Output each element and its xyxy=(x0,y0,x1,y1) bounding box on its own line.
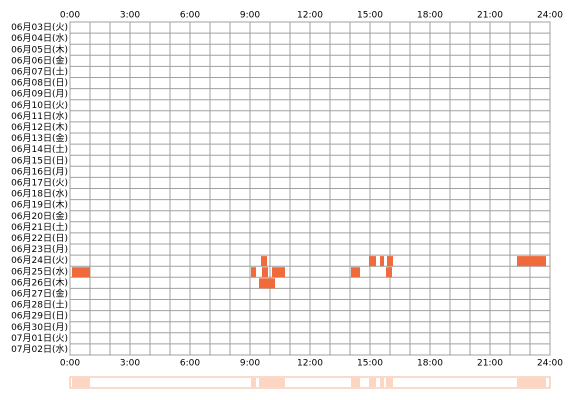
activity xyxy=(272,267,285,278)
activity xyxy=(262,267,268,278)
row-label: 06月21日(土) xyxy=(11,221,68,233)
x-tick-label: 6:00 xyxy=(180,359,200,369)
row-label: 06月18日(水) xyxy=(11,188,68,200)
row-label: 06月25日(水) xyxy=(11,265,68,277)
summary-activity xyxy=(386,378,392,387)
row-label: 06月06日(金) xyxy=(11,54,68,66)
x-tick-label: 12:00 xyxy=(297,11,323,21)
x-tick-label: 9:00 xyxy=(240,359,260,369)
x-tick-label: 15:00 xyxy=(357,359,383,369)
x-tick-label: 0:00 xyxy=(60,11,80,21)
row-label: 06月20日(金) xyxy=(11,210,68,222)
x-tick-label: 3:00 xyxy=(120,359,140,369)
x-tick-label: 15:00 xyxy=(357,11,383,21)
summary-strip xyxy=(69,376,551,389)
row-label: 06月26日(木) xyxy=(11,276,68,288)
x-tick-label: 18:00 xyxy=(417,11,443,21)
x-tick-label: 12:00 xyxy=(297,359,323,369)
summary-activity xyxy=(351,378,360,387)
activity xyxy=(72,267,90,278)
summary-activity xyxy=(380,378,384,387)
summary-activity xyxy=(251,378,256,387)
x-tick-label: 24:00 xyxy=(537,11,563,21)
row-label: 06月24日(火) xyxy=(11,255,68,266)
row-label: 06月15日(日) xyxy=(11,155,68,166)
x-tick-label: 21:00 xyxy=(477,11,503,21)
row-label: 06月17日(火) xyxy=(11,177,68,188)
activity xyxy=(259,278,275,289)
row-label: 06月12日(木) xyxy=(11,121,68,133)
row-label: 06月03日(火) xyxy=(11,22,68,33)
activity xyxy=(380,256,384,267)
x-tick-label: 3:00 xyxy=(120,11,140,21)
row-label: 06月04日(水) xyxy=(11,32,68,44)
row-label: 06月30日(月) xyxy=(11,322,68,333)
row-label: 06月14日(土) xyxy=(11,143,68,155)
x-tick-label: 18:00 xyxy=(417,359,443,369)
x-tick-label: 24:00 xyxy=(537,359,563,369)
activity xyxy=(386,267,392,278)
row-label: 06月22日(日) xyxy=(11,233,68,244)
row-label: 06月27日(金) xyxy=(11,287,68,299)
x-tick-label: 0:00 xyxy=(60,359,80,369)
row-label: 06月13日(金) xyxy=(11,132,68,144)
row-label: 06月11日(水) xyxy=(11,110,68,122)
x-tick-label: 9:00 xyxy=(240,11,260,21)
activity xyxy=(261,256,267,267)
x-tick-label: 21:00 xyxy=(477,359,503,369)
summary-activity xyxy=(517,378,546,387)
row-label: 06月16日(月) xyxy=(11,166,68,177)
activity xyxy=(251,267,256,278)
row-label: 06月07日(土) xyxy=(11,65,68,77)
row-label: 06月19日(木) xyxy=(11,199,68,211)
activity xyxy=(369,256,376,267)
row-label: 06月23日(月) xyxy=(11,244,68,255)
row-label: 06月09日(月) xyxy=(11,89,68,100)
activity xyxy=(387,256,393,267)
x-tick-label: 6:00 xyxy=(180,11,200,21)
row-label: 06月29日(日) xyxy=(11,311,68,322)
row-label: 06月28日(土) xyxy=(11,299,68,311)
activity xyxy=(517,256,546,267)
row-label: 06月05日(木) xyxy=(11,43,68,55)
row-label: 06月08日(日) xyxy=(11,78,68,89)
row-label: 07月01日(火) xyxy=(11,333,68,344)
row-label: 06月10日(火) xyxy=(11,100,68,111)
activity xyxy=(351,267,360,278)
summary-activity xyxy=(72,378,90,387)
row-label: 07月02日(水) xyxy=(11,343,68,355)
summary-activity xyxy=(259,378,275,387)
summary-activity xyxy=(369,378,376,387)
summary-activity xyxy=(272,378,285,387)
